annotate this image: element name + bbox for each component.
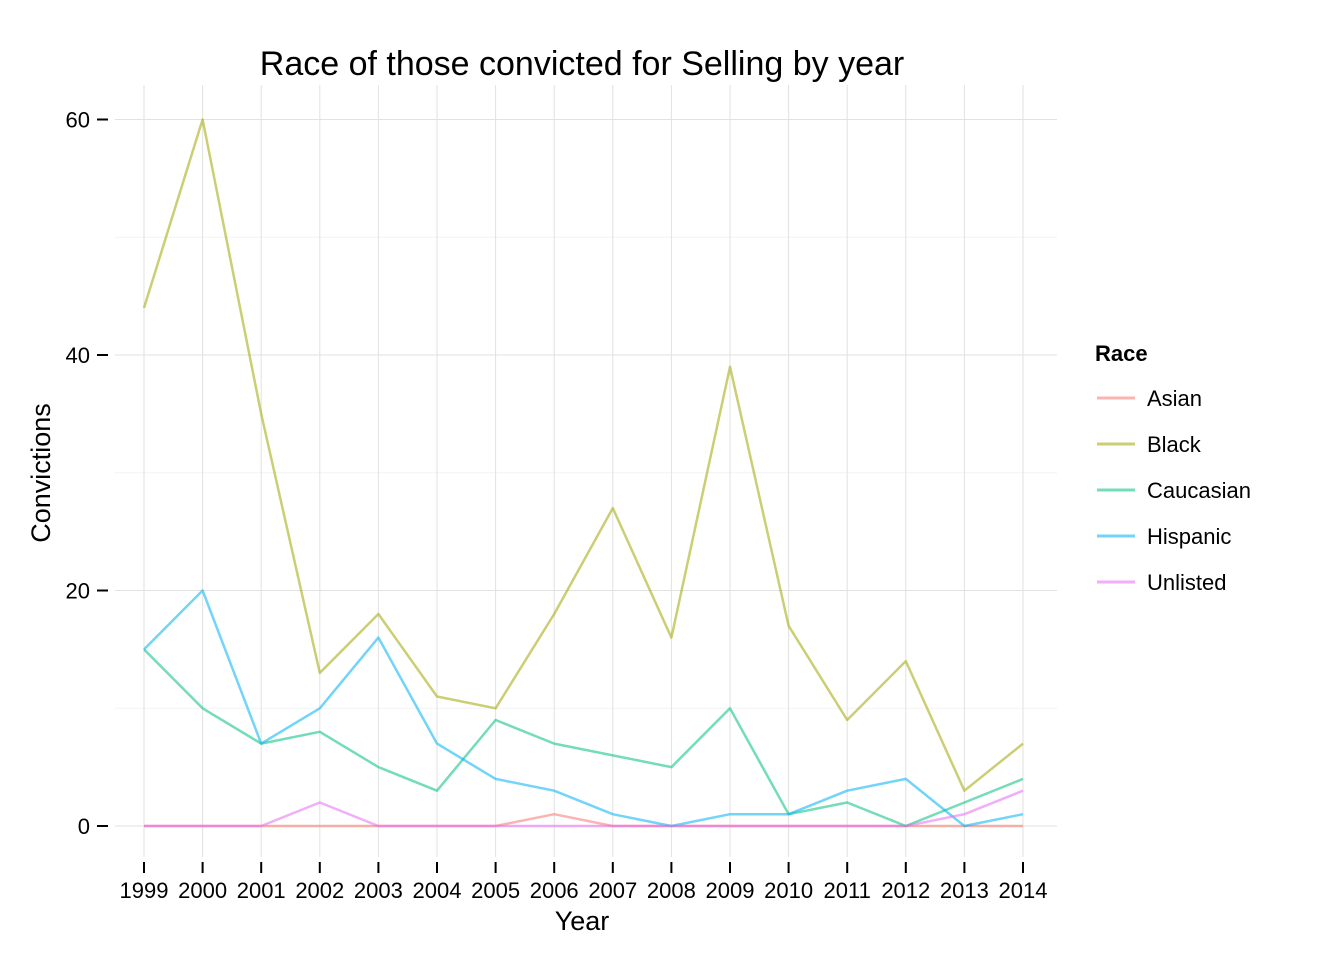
x-tick-label: 2013 [940,878,989,903]
series-lines [142,118,1024,828]
legend-label-asian: Asian [1147,386,1202,411]
y-tick-label: 40 [66,343,90,368]
x-tick-label: 2006 [530,878,579,903]
y-axis-title: Convictions [26,403,56,543]
chart-title: Race of those convicted for Selling by y… [260,45,904,83]
x-tick-label: 2009 [706,878,755,903]
series-line-hispanic [143,589,1024,828]
series-line-black [142,118,1024,792]
y-tick-label: 0 [78,814,90,839]
legend-label-unlisted: Unlisted [1147,570,1226,595]
legend: Race Asian Black Caucasian Hispanic Unlisted [1095,341,1251,595]
series-line-caucasian [143,648,1024,828]
x-axis-title: Year [555,906,610,936]
legend-label-hispanic: Hispanic [1147,524,1231,549]
legend-label-black: Black [1147,432,1202,457]
x-tick-label: 2001 [237,878,286,903]
x-tick-label: 2011 [824,878,871,903]
legend-title: Race [1095,341,1148,366]
x-tick-label: 2014 [999,878,1048,903]
x-tick-label: 2007 [588,878,637,903]
series-line-unlisted [144,789,1024,828]
x-tick-label: 2000 [178,878,227,903]
x-tick-label: 2003 [354,878,403,903]
y-tick-label: 60 [66,108,90,133]
legend-label-caucasian: Caucasian [1147,478,1251,503]
axes: 0 20 40 60 1999 2000 2001 2002 2003 2004 2005 2006 2… [66,108,1048,904]
x-tick-label: 2005 [471,878,520,903]
x-tick-label: 2002 [295,878,344,903]
x-tick-label: 2004 [413,878,462,903]
x-tick-label: 2012 [881,878,930,903]
x-tick-label: 2010 [764,878,813,903]
grid [115,85,1057,857]
y-tick-label: 20 [66,579,90,604]
x-tick-label: 1999 [120,878,169,903]
x-tick-label: 2008 [647,878,696,903]
